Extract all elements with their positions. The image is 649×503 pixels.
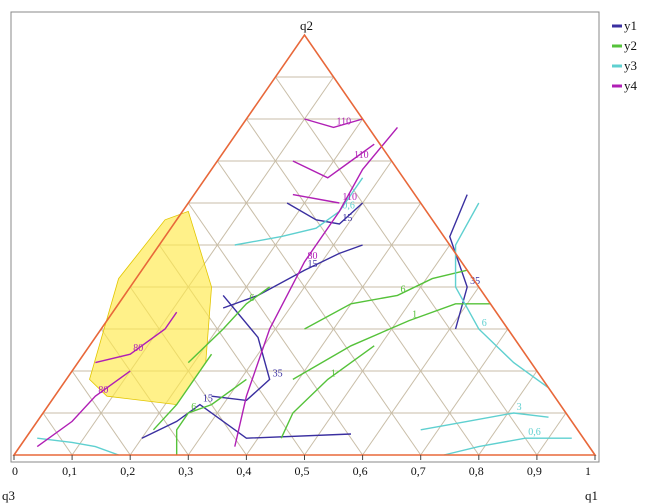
tick-label: 0,4 xyxy=(236,464,251,478)
contour-y4 xyxy=(36,370,131,448)
contour-y2 xyxy=(292,303,491,381)
contour-y2 xyxy=(187,286,271,364)
grid-line-r xyxy=(216,160,422,456)
tick-label: 0,9 xyxy=(527,464,542,478)
feasible-region xyxy=(89,210,212,406)
contour-label: 35 xyxy=(273,368,283,379)
axis-ticks: 0 0,1 0,2 0,3 0,4 0,5 0,6 0,7 0,8 0,9 1 xyxy=(12,455,596,478)
contour-y1 xyxy=(449,194,468,330)
contour-y4 xyxy=(95,311,178,364)
contour-label: 80 xyxy=(308,251,318,262)
contour-label: 6 xyxy=(191,402,196,413)
contour-y4 xyxy=(234,126,398,447)
grid-line-r xyxy=(275,76,538,456)
tick-label: 0,1 xyxy=(62,464,77,478)
grid-line-r xyxy=(71,370,131,456)
contour-label: 110 xyxy=(337,116,352,127)
contour-label: 15 xyxy=(342,213,352,224)
contour-label: 0,6 xyxy=(528,427,541,438)
contour-label: 1 xyxy=(412,310,417,321)
contour-label: 15 xyxy=(203,394,213,405)
grid-line-l xyxy=(304,244,451,456)
grid-line-r xyxy=(42,412,73,456)
contour-label: 110 xyxy=(354,150,369,161)
vertex-label-bottom-right: q1 xyxy=(585,488,598,503)
grid-line-l xyxy=(187,160,393,456)
tick-label: 0,2 xyxy=(120,464,135,478)
contour-y2 xyxy=(175,378,247,455)
contour-y3 xyxy=(37,437,119,456)
tick-label: 0,7 xyxy=(411,464,426,478)
contour-y2 xyxy=(280,345,375,439)
contour-y3 xyxy=(454,202,549,389)
vertex-label-top: q2 xyxy=(300,18,313,33)
grid-line-l xyxy=(420,328,509,456)
contour-label: 1 xyxy=(331,368,336,379)
legend-label: y1 xyxy=(624,18,637,33)
grid-line-l xyxy=(536,412,567,456)
legend-label: y2 xyxy=(624,38,637,53)
tick-label: 0,3 xyxy=(178,464,193,478)
contour-y1 xyxy=(222,244,363,309)
vertex-label-bottom-left: q3 xyxy=(2,488,15,503)
tick-label: 1 xyxy=(585,464,591,478)
tick-label: 0,6 xyxy=(353,464,368,478)
tick-label: 0 xyxy=(12,464,18,478)
contour-label: 80 xyxy=(133,343,143,354)
grid-line-r xyxy=(187,202,364,456)
tick-label: 0,8 xyxy=(469,464,484,478)
contour-label: 6 xyxy=(400,284,405,295)
contour-y1 xyxy=(286,202,364,225)
contour-label: 110 xyxy=(342,192,357,203)
contour-y4 xyxy=(304,118,363,129)
legend-label: y3 xyxy=(624,58,637,73)
legend-label: y4 xyxy=(624,78,638,93)
contour-label: 15 xyxy=(308,259,318,270)
contour-y4 xyxy=(292,193,340,204)
contour-y1 xyxy=(211,294,271,402)
contour-label: 3 xyxy=(517,402,522,413)
contour-label: 80 xyxy=(98,385,108,396)
contour-label: 0,6 xyxy=(342,200,355,211)
contour-y3 xyxy=(234,177,364,246)
contour-y2 xyxy=(152,353,213,431)
contour-y4 xyxy=(292,143,375,179)
plot-border xyxy=(10,11,600,463)
contour-label: 6 xyxy=(482,318,487,329)
contour-y3 xyxy=(443,437,572,456)
tick-label: 0,5 xyxy=(295,464,310,478)
contour-y2 xyxy=(304,269,468,330)
contour-label: 6 xyxy=(249,293,254,304)
contour-y3 xyxy=(420,412,549,431)
legend: y1 y2 y3 y4 xyxy=(612,18,638,93)
grid-line-r xyxy=(245,118,480,456)
ternary-grid xyxy=(42,76,567,456)
